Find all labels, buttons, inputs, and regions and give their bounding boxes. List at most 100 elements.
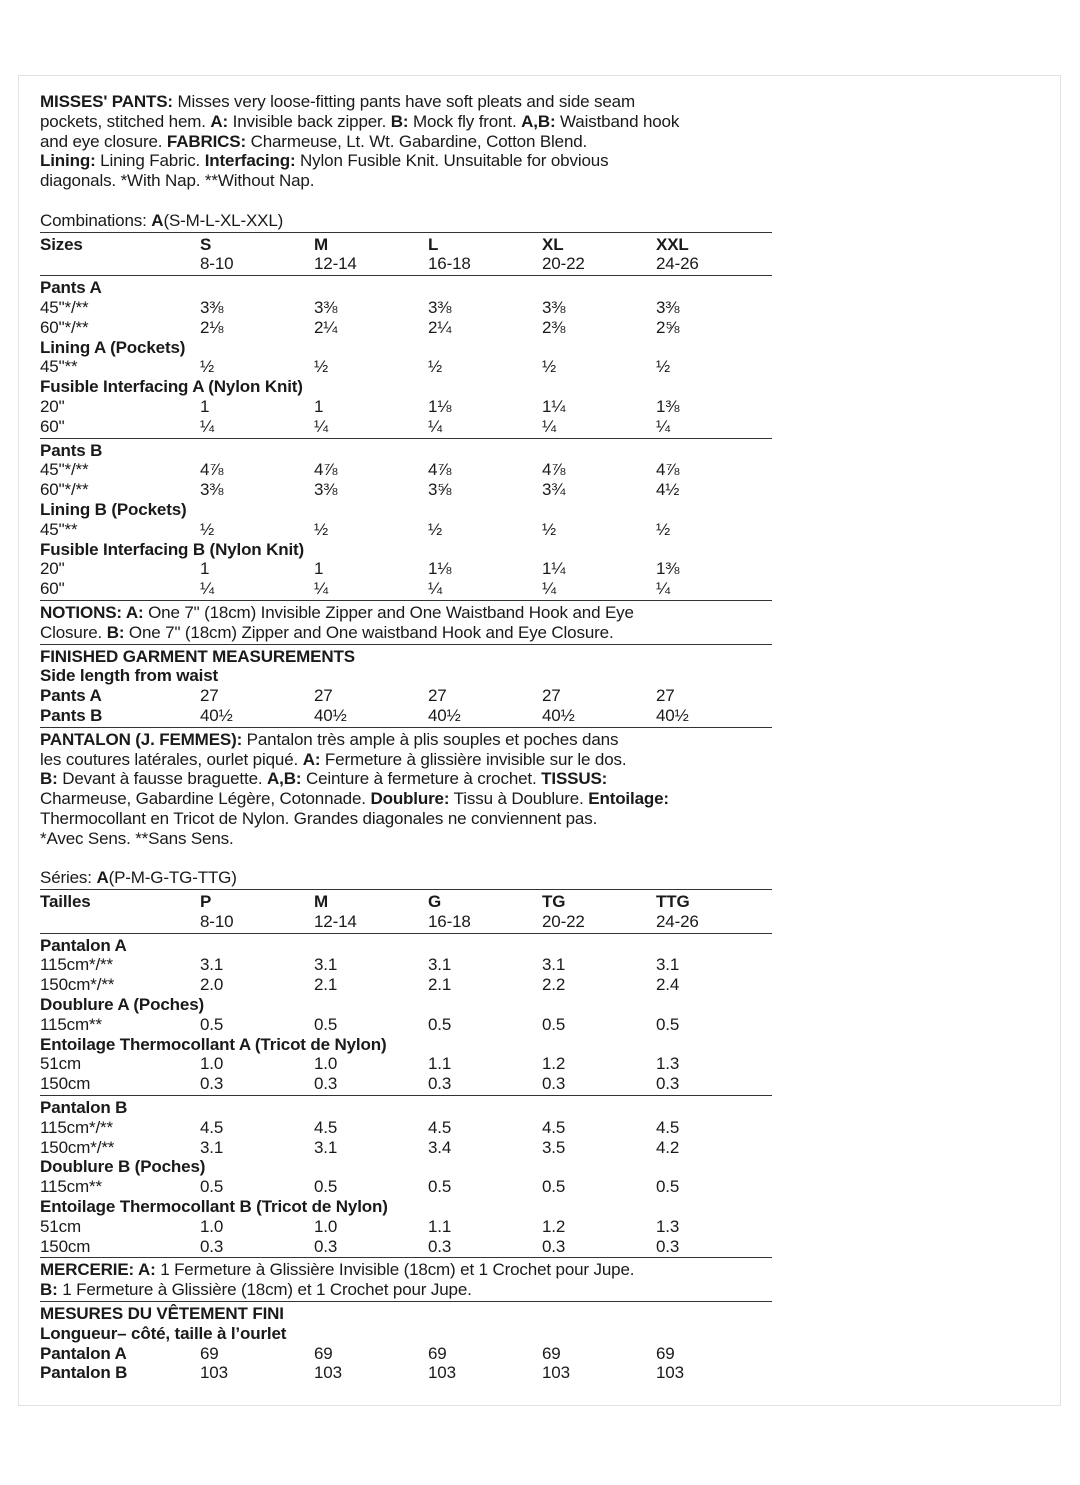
table-cell: 27 [428,686,447,706]
table-row: Fusible Interfacing A (Nylon Knit) [40,377,772,397]
table-cell: 2¼ [428,317,452,337]
table-cell: 1 [200,559,210,579]
paragraph: MESURES DU VÊTEMENT FINI Longueur– côté, … [40,1304,772,1344]
table-cell: 1.2 [542,1216,566,1236]
table-cell: 24-26 [656,254,699,274]
table-row: Fusible Interfacing B (Nylon Knit) [40,540,772,560]
table-cell: 12-14 [314,254,357,274]
divider [40,1256,772,1260]
table-cell: 3⅜ [656,297,680,317]
bold-text: Longueur– côté, taille à l’ourlet [40,1323,287,1343]
table-cell: 4.5 [656,1117,680,1137]
table-cell: ½ [314,357,329,377]
table-cell: P [200,892,212,912]
table-row: 60" ¼ ¼ ¼ ¼ ¼ [40,579,772,599]
divider [40,932,772,936]
text-line: MISSES' PANTS: Misses very loose-fitting… [40,92,772,112]
text-line: NOTIONS: A: One 7" (18cm) Invisible Zipp… [40,603,772,623]
table-cell: 2.0 [200,975,224,995]
row-label: 115cm** [40,1177,102,1197]
table-cell: 103 [656,1363,684,1383]
table-cell: 0.3 [428,1236,452,1256]
table-cell: 0.3 [542,1074,566,1094]
table-cell: 40½ [656,705,689,725]
text: Pantalon très ample à plis souples et po… [242,729,619,749]
row-label: 60" [40,416,65,436]
table-row: Pants A [40,278,772,298]
table-cell: 103 [428,1363,456,1383]
text-line: Thermocollant en Tricot de Nylon. Grande… [40,809,772,829]
text-line: FINISHED GARMENT MEASUREMENTS [40,647,772,667]
text-line: PANTALON (J. FEMMES): Pantalon très ampl… [40,730,772,750]
bold-text: A: [210,111,229,131]
table-cell: 2⅛ [200,317,224,337]
bold-text: NOTIONS: A: [40,602,144,622]
bold-text: B: [40,1280,58,1300]
bold-text: B: [390,111,409,131]
row-label: 150cm*/** [40,1137,115,1157]
bold-text: Side length from waist [40,666,219,686]
bold-text: Doublure: [370,789,450,809]
table-row: Pantalon B [40,1098,772,1118]
row-label: 60"*/** [40,317,89,337]
table-row: 115cm*/** 4.5 4.5 4.5 4.5 4.5 [40,1118,772,1138]
table-cell: XXL [656,234,689,254]
row-label: 60" [40,579,65,599]
table-cell: 1¼ [542,559,566,579]
text: diagonals. *With Nap. **Without Nap. [40,171,315,191]
table-row: Tailles P M G TG TTG [40,892,772,912]
text: One 7" (18cm) Invisible Zipper and One W… [143,602,634,622]
table-cell: ½ [428,357,443,377]
table-cell: 2.1 [314,975,338,995]
row-label: 45"*/** [40,460,89,480]
table-row: 150cm*/** 3.1 3.1 3.4 3.5 4.2 [40,1138,772,1158]
text-line: pockets, stitched hem. A: Invisible back… [40,112,772,132]
table-cell: 0.5 [542,1177,566,1197]
table-cell: 3¾ [542,480,566,500]
divider [40,1094,772,1098]
text: Lining Fabric. [95,151,205,171]
table-row: 150cm 0.3 0.3 0.3 0.3 0.3 [40,1237,772,1257]
table-cell: 2.2 [542,975,566,995]
text-line: diagonals. *With Nap. **Without Nap. [40,171,772,191]
text-line: Lining: Lining Fabric. Interfacing: Nylo… [40,151,772,171]
table-cell: 4½ [656,480,680,500]
table-cell: 3⅜ [428,297,452,317]
row-label: Tailles [40,892,91,912]
row-label: Pants A [40,278,102,298]
table-cell: 20-22 [542,911,585,931]
paragraph: MERCERIE: A: 1 Fermeture à Glissière Inv… [40,1260,772,1300]
text-line: Charmeuse, Gabardine Légère, Cotonnade. … [40,789,772,809]
table-cell: 1 [314,396,324,416]
table-cell: 40½ [542,705,575,725]
paragraph: FINISHED GARMENT MEASUREMENTS Side length… [40,647,772,687]
text: Closure. [40,622,107,642]
table-cell: 2.4 [656,975,680,995]
table-cell: ½ [542,519,557,539]
bold-text: B: [40,769,58,789]
table-cell: 0.5 [314,1014,338,1034]
table-cell: TG [542,892,566,912]
row-label: Lining A (Pockets) [40,337,186,357]
table-cell: ¼ [656,579,671,599]
table-row: 60"*/** 2⅛ 2¼ 2¼ 2⅜ 2⅝ [40,318,772,338]
row-label: Lining B (Pockets) [40,499,187,519]
bold-text: A [151,210,164,230]
table-cell: 0.3 [314,1236,338,1256]
table-row: 51cm 1.0 1.0 1.1 1.2 1.3 [40,1217,772,1237]
table-cell: 4⅞ [656,460,680,480]
table-cell: 4⅞ [428,460,452,480]
table-cell: 2¼ [314,317,338,337]
table-row: 150cm 0.3 0.3 0.3 0.3 0.3 [40,1074,772,1094]
table-cell: ½ [656,519,671,539]
table-cell: M [314,892,329,912]
row-label: 20" [40,396,65,416]
table-cell: 3⅜ [200,297,224,317]
divider [40,274,772,278]
page-frame [18,75,1061,1406]
table-cell: 8-10 [200,254,234,274]
table-cell: 0.3 [656,1074,680,1094]
table-cell: 69 [314,1343,333,1363]
row-label: Pants A [40,686,102,706]
paragraph: Combinations: A(S-M-L-XL-XXL) [40,211,772,231]
